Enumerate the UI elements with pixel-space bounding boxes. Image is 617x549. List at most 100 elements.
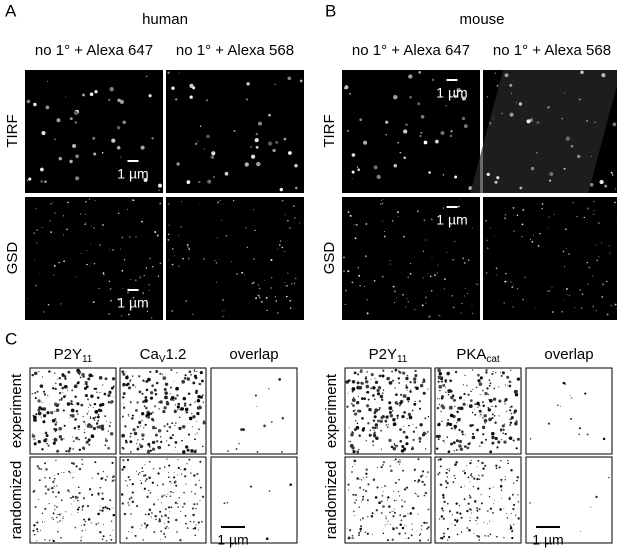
- speckle: [144, 398, 148, 403]
- speckle: [347, 392, 349, 394]
- speckle: [188, 416, 193, 421]
- speckle: [151, 447, 156, 451]
- speckle: [96, 396, 100, 399]
- speckle: [62, 391, 64, 393]
- speckle: [123, 403, 125, 404]
- speckle: [376, 388, 380, 393]
- speckle: [47, 444, 50, 447]
- speckle: [406, 417, 408, 420]
- speckle: [458, 439, 462, 444]
- speckle: [483, 521, 485, 523]
- speckle: [251, 154, 256, 159]
- speckle: [38, 371, 40, 373]
- speckle: [478, 382, 483, 386]
- speckle: [266, 309, 268, 312]
- speckle: [495, 267, 498, 270]
- speckle: [72, 448, 75, 450]
- speckle: [418, 71, 422, 74]
- speckle: [511, 92, 512, 94]
- speckle: [37, 440, 41, 444]
- speckle: [586, 433, 589, 436]
- speckle: [358, 506, 361, 509]
- speckle: [47, 304, 50, 306]
- speckle: [399, 151, 402, 154]
- speckle: [75, 498, 76, 500]
- speckle: [446, 468, 448, 471]
- speckle: [421, 480, 424, 483]
- speckle: [352, 397, 355, 400]
- speckle: [509, 409, 512, 412]
- speckle: [407, 537, 410, 539]
- speckle: [549, 179, 552, 182]
- speckle: [442, 496, 445, 499]
- speckle: [366, 371, 368, 373]
- speckle: [33, 371, 38, 376]
- speckle: [43, 390, 46, 393]
- speckle: [512, 206, 515, 209]
- speckle: [144, 381, 146, 383]
- speckle: [456, 511, 459, 514]
- speckle: [97, 425, 102, 429]
- speckle: [366, 499, 369, 502]
- speckle: [352, 466, 354, 468]
- speckle: [487, 535, 489, 537]
- speckle: [62, 215, 65, 217]
- speckle: [36, 521, 39, 524]
- speckle: [345, 289, 347, 292]
- speckle: [47, 394, 49, 396]
- speckle: [476, 523, 478, 525]
- speckle: [516, 476, 520, 479]
- speckle: [490, 406, 492, 407]
- speckle: [151, 512, 153, 514]
- speckle: [123, 512, 127, 516]
- speckle: [353, 412, 358, 416]
- speckle: [444, 441, 446, 443]
- speckle: [154, 393, 158, 396]
- speckle: [159, 400, 163, 404]
- speckle: [352, 510, 355, 513]
- speckle: [392, 515, 395, 518]
- speckle: [610, 304, 612, 307]
- speckle: [274, 83, 276, 86]
- speckle: [238, 442, 240, 445]
- speckle: [66, 402, 71, 406]
- speckle: [178, 426, 182, 430]
- speckle: [232, 199, 235, 202]
- speckle: [413, 380, 417, 384]
- speckle: [480, 413, 482, 416]
- speckle: [194, 449, 197, 452]
- speckle: [127, 476, 130, 479]
- speckle: [509, 421, 513, 425]
- speckle: [80, 403, 84, 407]
- speckle: [471, 369, 474, 371]
- speckle: [420, 114, 425, 119]
- speckle: [58, 426, 63, 431]
- speckle: [102, 535, 105, 538]
- speckle: [458, 428, 461, 432]
- speckle: [139, 528, 141, 530]
- speckle: [109, 288, 112, 290]
- speckle: [398, 478, 400, 481]
- speckle: [67, 201, 69, 204]
- speckle: [176, 162, 180, 166]
- speckle: [67, 489, 70, 492]
- speckle: [414, 400, 416, 403]
- speckle: [468, 404, 473, 408]
- speckle: [246, 82, 250, 86]
- speckle: [60, 438, 63, 441]
- speckle: [504, 475, 506, 478]
- speckle: [570, 417, 572, 420]
- speckle: [422, 391, 426, 395]
- speckle: [444, 480, 448, 483]
- speckle: [611, 174, 614, 176]
- speckle: [54, 372, 56, 374]
- speckle: [364, 377, 368, 380]
- speckle: [359, 118, 363, 122]
- speckle: [125, 383, 129, 387]
- speckle: [163, 494, 165, 496]
- speckle: [58, 403, 60, 405]
- speckle: [80, 539, 82, 542]
- speckle: [245, 98, 249, 101]
- speckle: [504, 219, 506, 220]
- speckle: [52, 441, 56, 445]
